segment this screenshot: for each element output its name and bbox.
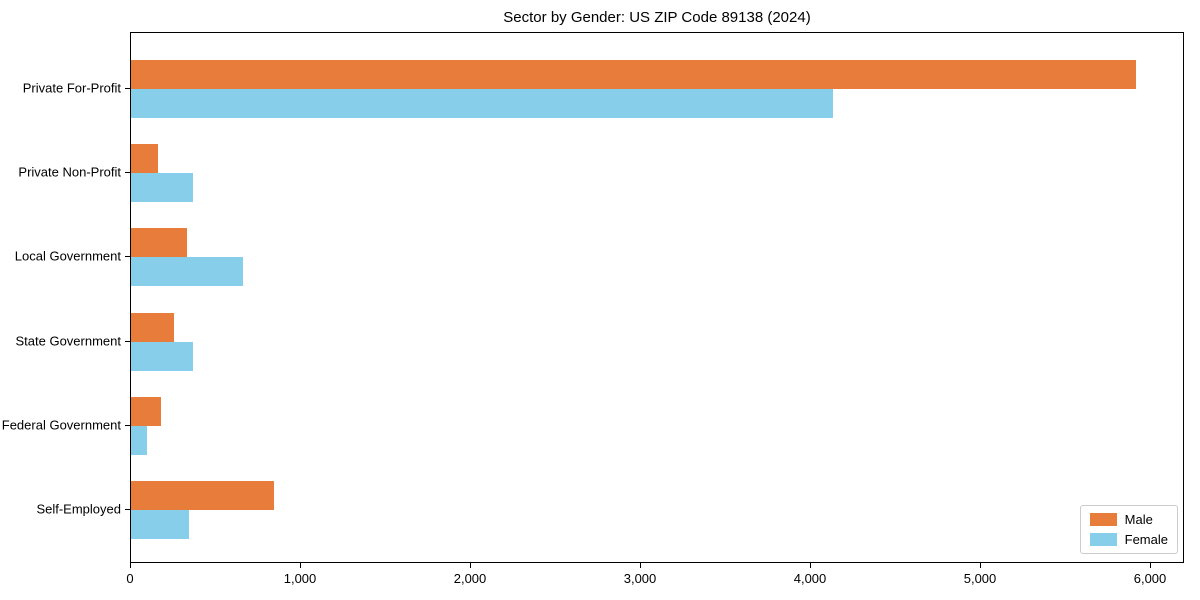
legend-label: Female xyxy=(1124,532,1168,547)
ytick-mark xyxy=(125,509,130,510)
xtick-label: 6,000 xyxy=(1133,571,1167,586)
ytick-label: Self-Employed xyxy=(36,501,121,517)
xtick-label: 3,000 xyxy=(623,571,657,586)
xtick-mark xyxy=(300,563,301,568)
ytick-mark xyxy=(125,341,130,342)
plot-area: Male Female xyxy=(130,32,1184,563)
bar-male-1 xyxy=(131,144,158,174)
ytick-label: State Government xyxy=(15,333,122,349)
legend-swatch-female xyxy=(1089,533,1117,546)
xtick-mark xyxy=(640,563,641,568)
ytick-mark xyxy=(125,172,130,173)
bar-male-5 xyxy=(131,481,274,510)
bar-female-1 xyxy=(131,173,193,203)
xtick-label: 5,000 xyxy=(963,571,997,586)
bar-female-5 xyxy=(131,510,189,539)
ytick-mark xyxy=(125,425,130,426)
ytick-mark xyxy=(125,256,130,257)
legend-label: Male xyxy=(1124,512,1153,527)
bar-female-4 xyxy=(131,425,147,455)
bar-female-2 xyxy=(131,257,243,287)
xtick-mark xyxy=(980,563,981,568)
xtick-mark xyxy=(810,563,811,568)
legend-entry-male: Male xyxy=(1089,512,1168,527)
legend-entry-female: Female xyxy=(1089,532,1168,547)
xtick-label: 2,000 xyxy=(453,571,487,586)
legend-swatch-male xyxy=(1089,513,1117,526)
ytick-label: Federal Government xyxy=(1,417,121,433)
bar-male-4 xyxy=(131,396,161,426)
bar-male-2 xyxy=(131,228,187,258)
xtick-mark xyxy=(1150,563,1151,568)
chart-title: Sector by Gender: US ZIP Code 89138 (202… xyxy=(503,9,811,26)
bar-male-0 xyxy=(131,60,1136,89)
ytick-label: Local Government xyxy=(14,248,121,264)
bar-female-0 xyxy=(131,89,833,118)
ytick-mark xyxy=(125,88,130,89)
xtick-label: 4,000 xyxy=(793,571,827,586)
xtick-label: 1,000 xyxy=(283,571,317,586)
legend: Male Female xyxy=(1079,505,1178,554)
bar-male-3 xyxy=(131,312,174,342)
ytick-label: Private For-Profit xyxy=(22,80,121,96)
xtick-mark xyxy=(470,563,471,568)
xtick-label: 0 xyxy=(126,571,134,586)
xtick-mark xyxy=(130,563,131,568)
ytick-label: Private Non-Profit xyxy=(18,164,121,180)
bar-female-3 xyxy=(131,341,193,371)
